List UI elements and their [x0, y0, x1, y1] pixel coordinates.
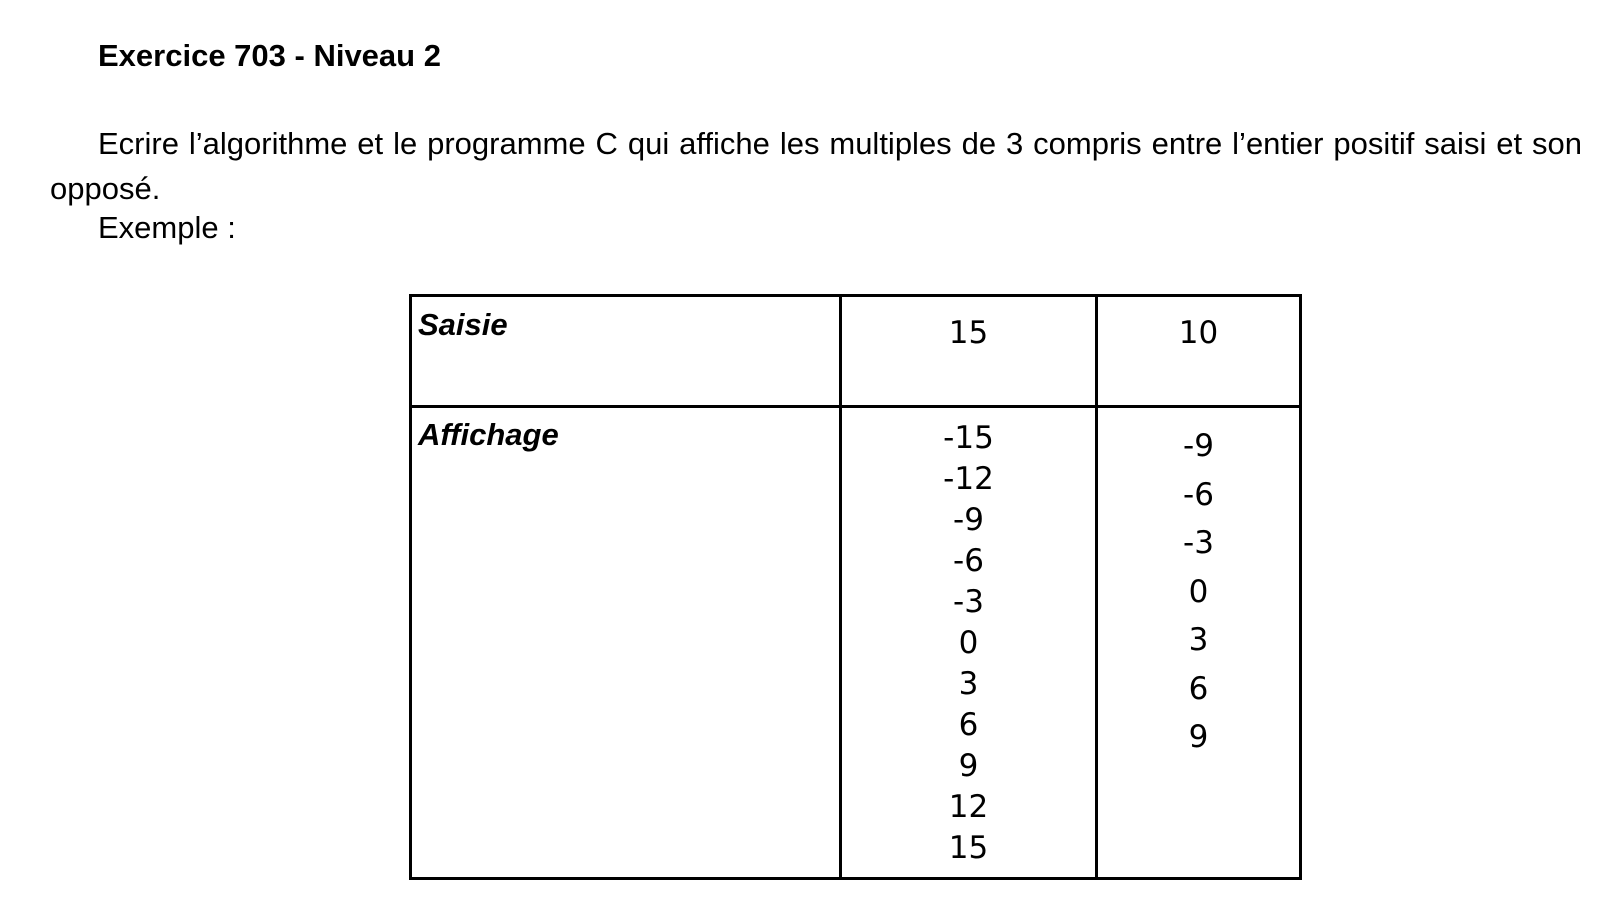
table-row-affichage: Affichage -15 -12 -9 -6 -3 0 3 6 9 12 15… [409, 405, 1302, 880]
affichage-value: -9 [1183, 428, 1214, 464]
affichage-value: -12 [943, 461, 994, 497]
exercise-instruction: Ecrire l’algorithme et le programme C qu… [50, 126, 1582, 206]
saisie-value-1: 15 [839, 294, 1098, 408]
affichage-value: 12 [948, 789, 989, 825]
affichage-cell-1: -15 -12 -9 -6 -3 0 3 6 9 12 15 [839, 405, 1098, 880]
affichage-value: 0 [958, 625, 979, 661]
affichage-list-2: -9 -6 -3 0 3 6 9 [1098, 408, 1299, 762]
affichage-cell-2: -9 -6 -3 0 3 6 9 [1095, 405, 1302, 880]
affichage-value: -9 [953, 502, 984, 538]
saisie-value-2: 10 [1095, 294, 1302, 408]
affichage-value: -3 [1183, 525, 1214, 561]
affichage-value: -6 [1183, 476, 1214, 513]
example-label: Exemple : [98, 210, 236, 245]
exercise-title: Exercice 703 - Niveau 2 [98, 38, 441, 73]
affichage-value: 3 [958, 666, 979, 702]
affichage-value: 3 [1188, 622, 1209, 658]
table-row-saisie: Saisie 15 10 [409, 294, 1302, 408]
affichage-value: 6 [1188, 670, 1209, 707]
row-label-affichage: Affichage [409, 405, 842, 880]
affichage-value: 15 [948, 830, 989, 866]
affichage-value: 9 [1188, 719, 1209, 755]
affichage-value: -6 [953, 543, 984, 579]
affichage-value: 6 [958, 707, 979, 743]
affichage-value: 9 [958, 748, 979, 784]
affichage-value: -3 [953, 584, 984, 620]
affichage-value: 0 [1188, 573, 1209, 610]
affichage-value: -15 [943, 420, 994, 456]
row-label-saisie: Saisie [409, 294, 842, 408]
example-table: Saisie 15 10 Affichage -15 -12 -9 -6 -3 … [409, 294, 1302, 880]
affichage-list-1: -15 -12 -9 -6 -3 0 3 6 9 12 15 [842, 408, 1095, 869]
